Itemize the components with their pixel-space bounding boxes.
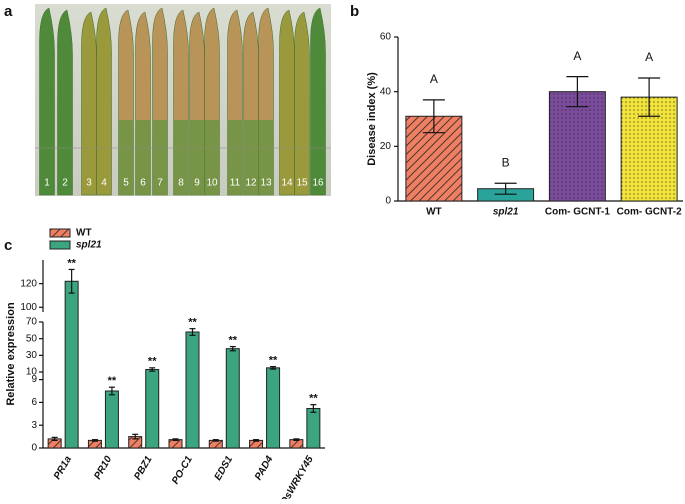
leaf [279, 9, 295, 196]
significance-mark: ** [229, 334, 238, 346]
significance-letter: A [645, 50, 653, 64]
significance-letter: A [430, 72, 438, 86]
legend-label: spl21 [76, 240, 102, 251]
y-tick-label: 50 [26, 333, 38, 344]
leaf-base [118, 120, 134, 195]
leaf-base [189, 120, 205, 195]
leaf-number: 7 [157, 178, 163, 189]
x-tick-label: spl21 [493, 207, 519, 218]
leaf-number: 11 [230, 178, 241, 189]
leaf-number: 10 [206, 178, 218, 189]
legend-swatch-pattern [50, 229, 70, 237]
leaf-number: 2 [62, 178, 68, 189]
leaf-base [227, 120, 243, 195]
bar [104, 390, 119, 449]
y-tick-label: 6 [31, 397, 37, 408]
bar [64, 280, 79, 449]
leaf [39, 7, 55, 196]
y-tick-label: 40 [380, 86, 392, 97]
leaf-number: 8 [178, 178, 184, 189]
panel-label: a [4, 3, 13, 20]
bar-pattern [128, 436, 142, 448]
x-tick-label: PO-C1 [170, 454, 195, 486]
bar [225, 348, 240, 449]
bar [145, 369, 160, 449]
bar-pattern [289, 439, 303, 448]
panel-label: c [4, 237, 12, 254]
x-tick-label: PAD4 [253, 454, 276, 482]
bar-pattern [88, 440, 102, 448]
significance-mark: ** [188, 317, 197, 329]
bar-pattern [249, 440, 263, 448]
leaf [57, 9, 73, 196]
bar-pattern [549, 91, 606, 201]
y-tick-label: 20 [380, 141, 392, 152]
legend-label: WT [76, 228, 92, 239]
leaf-number: 1 [44, 178, 50, 189]
leaf-photo: 1 2 3 4 5 6 7 8 9 10 11 12 13 14 15 16 [35, 7, 331, 196]
significance-letter: A [573, 49, 581, 63]
leaf-number: 14 [281, 178, 293, 189]
leaf-number: 16 [312, 178, 324, 189]
leaf [310, 7, 326, 196]
bar [266, 367, 281, 449]
y-tick-label: 9 [31, 374, 37, 385]
panel-label: b [350, 3, 359, 20]
leaf-number: 4 [101, 178, 107, 189]
y-tick-label: 3 [31, 420, 37, 431]
y-tick-label: 0 [31, 443, 37, 454]
leaf-number: 13 [260, 178, 272, 189]
significance-mark: ** [67, 257, 76, 269]
legend-swatch [49, 240, 71, 250]
y-axis-label: Disease index (%) [366, 72, 378, 166]
y-axis-label: Relative expression [5, 302, 17, 406]
leaf-base [204, 120, 220, 195]
leaf [81, 11, 97, 196]
leaf [294, 11, 310, 196]
y-tick-label: 100 [20, 302, 37, 313]
x-tick-label: PR10 [92, 454, 114, 482]
significance-mark: ** [108, 375, 117, 387]
significance-mark: ** [269, 354, 278, 366]
significance-mark: ** [309, 393, 318, 405]
leaf-base [173, 120, 189, 195]
leaf-base [258, 120, 274, 195]
leaf [96, 7, 112, 196]
y-tick-label: 60 [380, 32, 392, 43]
leaf-number: 9 [194, 178, 200, 189]
leaf-number: 5 [123, 178, 129, 189]
bar-pattern [169, 439, 182, 448]
x-tick-label: PR1a [52, 454, 74, 482]
bar-pattern [48, 438, 62, 448]
significance-mark: ** [148, 356, 157, 368]
x-tick-label: OsWRKY45 [279, 454, 316, 499]
y-tick-label: 30 [26, 350, 38, 361]
leaf-base [135, 120, 151, 195]
y-tick-label: 120 [20, 278, 37, 289]
leaf-number: 15 [296, 178, 308, 189]
bar [185, 331, 200, 449]
leaf-base [243, 120, 259, 195]
leaf-number: 3 [86, 178, 92, 189]
x-tick-label: WT [426, 207, 442, 218]
y-tick-label: 70 [26, 317, 38, 328]
leaf-base [152, 120, 168, 195]
x-tick-label: Com- GCNT-1 [545, 207, 610, 218]
x-tick-label: Com- GCNT-2 [617, 207, 682, 218]
x-tick-label: PBZ1 [132, 454, 155, 482]
bar [306, 407, 321, 449]
y-tick-label: 0 [385, 196, 391, 207]
leaf-number: 6 [140, 178, 146, 189]
x-tick-label: EDS1 [213, 454, 236, 483]
significance-letter: B [502, 155, 510, 169]
leaf-number: 12 [245, 178, 257, 189]
bar-pattern [209, 440, 223, 448]
y-tick-label: 10 [26, 367, 38, 378]
